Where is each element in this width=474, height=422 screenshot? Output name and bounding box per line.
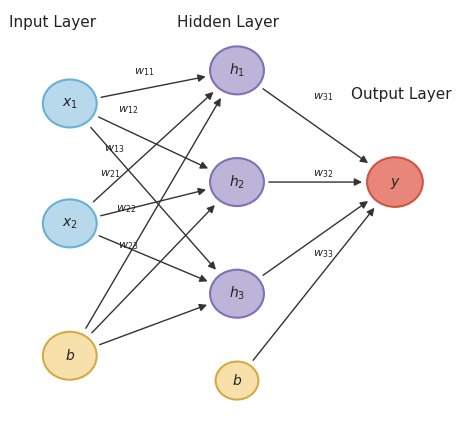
Circle shape [210,270,264,318]
Text: h$_3$: h$_3$ [229,285,245,303]
Circle shape [210,158,264,206]
Text: h$_2$: h$_2$ [229,173,245,191]
Text: Output Layer: Output Layer [351,87,451,102]
Text: b: b [233,373,241,387]
Text: w$_{31}$: w$_{31}$ [313,92,333,103]
Circle shape [43,332,97,380]
Text: w$_{22}$: w$_{22}$ [116,203,137,215]
Text: b: b [65,349,74,363]
Text: w$_{32}$: w$_{32}$ [313,168,333,180]
Text: y: y [391,175,399,189]
Text: w$_{12}$: w$_{12}$ [118,104,138,116]
Text: w$_{23}$: w$_{23}$ [118,240,138,252]
Circle shape [210,46,264,95]
Text: Hidden Layer: Hidden Layer [177,14,279,30]
Circle shape [43,79,97,127]
Text: w$_{21}$: w$_{21}$ [100,168,121,180]
Circle shape [43,200,97,247]
Circle shape [216,362,258,400]
Text: x$_1$: x$_1$ [62,96,78,111]
Text: w$_{13}$: w$_{13}$ [104,143,124,155]
Text: Input Layer: Input Layer [9,14,97,30]
Text: w$_{33}$: w$_{33}$ [313,249,333,260]
Text: h$_1$: h$_1$ [229,62,245,79]
Text: x$_2$: x$_2$ [62,216,78,230]
Text: w$_{11}$: w$_{11}$ [134,67,155,78]
Circle shape [367,157,423,207]
